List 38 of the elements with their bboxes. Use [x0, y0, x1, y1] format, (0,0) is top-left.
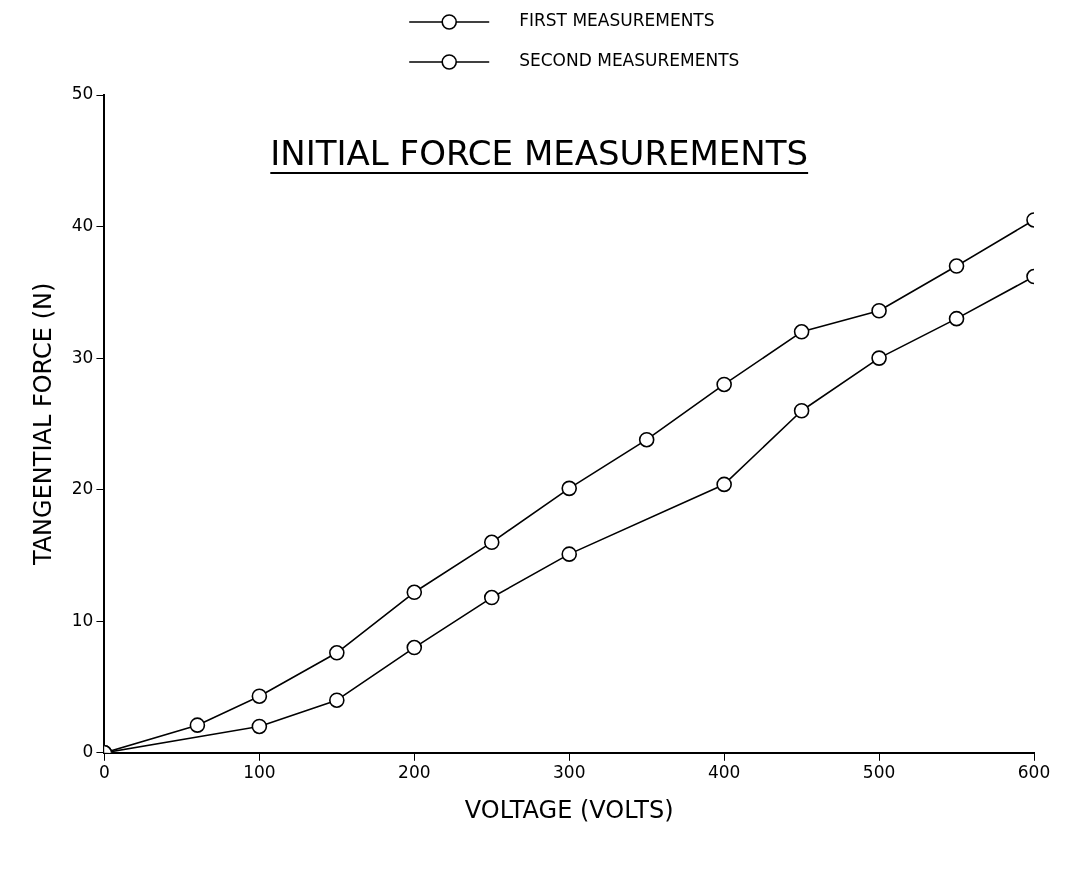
y-axis-title: TANGENTIAL FORCE (N)	[28, 282, 57, 567]
point	[638, 431, 655, 448]
point	[483, 534, 500, 551]
x-tick-label: 100	[243, 762, 276, 783]
x-tick-label: 500	[862, 762, 896, 783]
x-axis-title: VOLTAGE (VOLTS)	[464, 795, 674, 824]
legend-label: SECOND MEASUREMENTS	[519, 50, 740, 71]
x-tick-label: 600	[1017, 762, 1051, 783]
y-tick-label: 20	[71, 478, 94, 499]
x-tick-label: 0	[99, 762, 110, 783]
legend-label: FIRST MEASUREMENTS	[519, 10, 715, 31]
y-tick-label: 0	[82, 741, 94, 762]
y-tick-label: 10	[71, 609, 94, 630]
point	[483, 589, 500, 606]
point	[948, 258, 965, 274]
text: INITIAL FORCE MEASUREMENTS	[270, 133, 809, 173]
point	[871, 350, 887, 366]
x-tick-label: 200	[398, 762, 431, 783]
x-tick-label: 400	[707, 762, 741, 783]
y-tick-label: 40	[71, 214, 94, 235]
point	[948, 310, 965, 327]
x-tick-label: 300	[552, 762, 586, 783]
point	[251, 718, 268, 735]
point	[189, 717, 206, 733]
point	[329, 692, 345, 708]
y-tick-label: 30	[71, 346, 94, 367]
point	[716, 476, 732, 493]
point	[793, 402, 810, 419]
point	[251, 688, 268, 705]
point	[406, 639, 423, 656]
point	[793, 324, 810, 340]
point	[871, 302, 887, 319]
point	[561, 546, 578, 562]
point	[406, 584, 423, 601]
y-tick-label: 50	[71, 83, 94, 104]
point	[329, 645, 345, 661]
point	[561, 480, 578, 497]
point	[716, 376, 732, 393]
